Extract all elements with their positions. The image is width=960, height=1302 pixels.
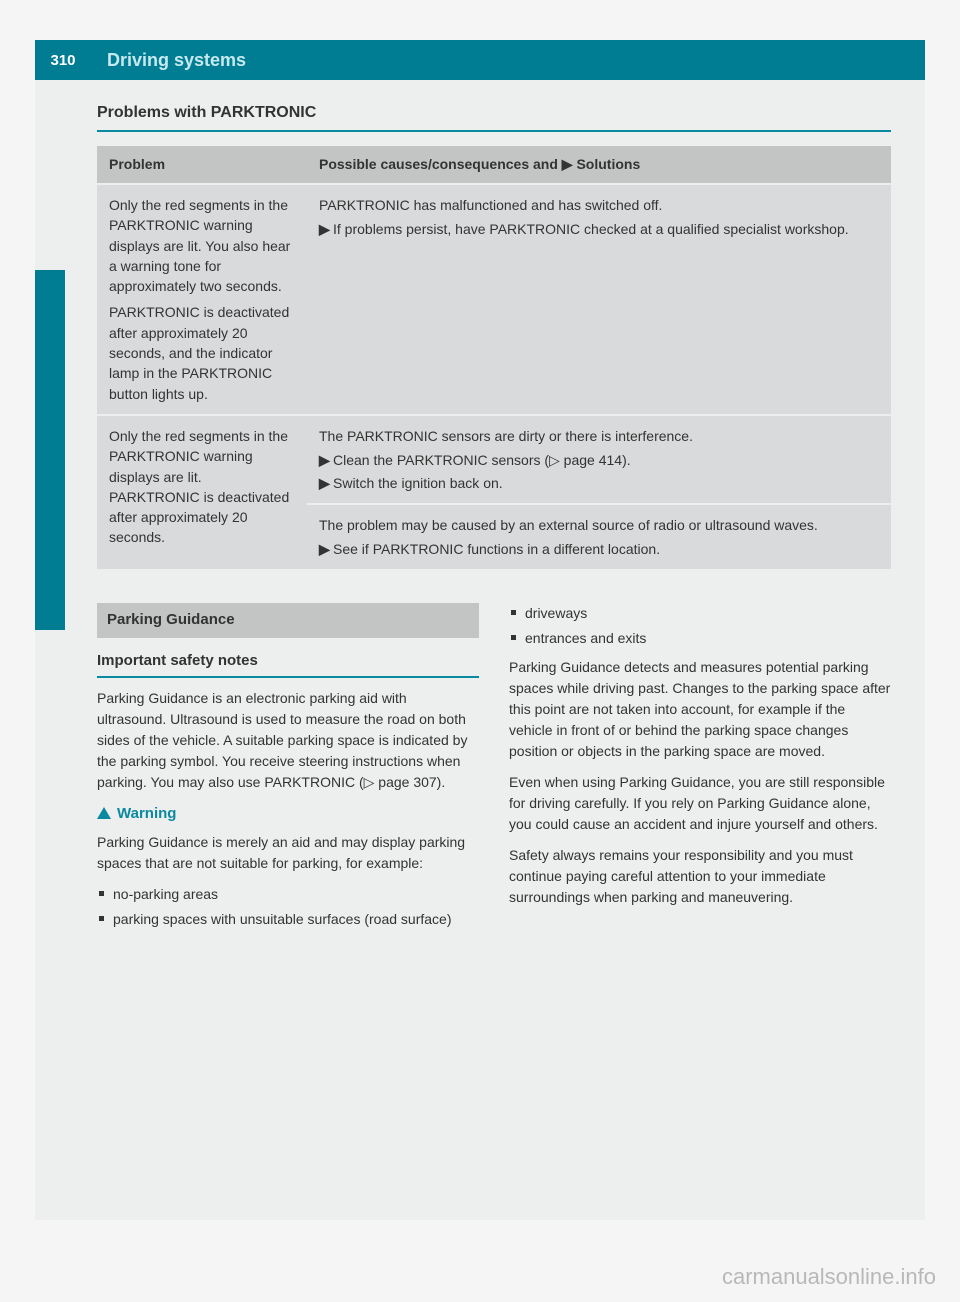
arrow-icon: ▶: [319, 539, 333, 559]
solution-cell: PARKTRONIC has malfunctioned and has swi…: [307, 184, 891, 415]
arrow-icon: ▶: [319, 450, 333, 470]
box-heading: Parking Guidance: [97, 603, 479, 638]
table-header-row: Problem Possible causes/consequences and…: [97, 146, 891, 184]
page-number: 310: [35, 40, 91, 80]
section-title: Problems with PARKTRONIC: [97, 104, 891, 122]
col-header-text-b: Solutions: [573, 156, 641, 172]
manual-page: 310 Driving systems Driving and parking …: [35, 40, 925, 1220]
two-column-layout: Parking Guidance Important safety notes …: [97, 603, 891, 934]
solution-step: ▶If problems persist, have PARKTRONIC ch…: [319, 219, 879, 239]
left-column: Parking Guidance Important safety notes …: [97, 603, 479, 934]
list-item: no-parking areas: [97, 884, 479, 905]
right-column: driveways entrances and exits Parking Gu…: [509, 603, 891, 934]
solution-cell: The PARKTRONIC sensors are dirty or ther…: [307, 415, 891, 569]
solution-text: The PARKTRONIC sensors are dirty or ther…: [319, 426, 879, 446]
solution-text: See if PARKTRONIC functions in a differe…: [333, 541, 660, 557]
watermark-text: carmanualsonline.info: [722, 1264, 936, 1290]
solution-text: If problems persist, have PARKTRONIC che…: [333, 221, 849, 237]
table-row: Only the red segments in the PARKTRONIC …: [97, 184, 891, 415]
warning-label: Warning: [117, 805, 176, 822]
list-item: parking spaces with unsuitable surfaces …: [97, 909, 479, 930]
page-header: 310 Driving systems: [35, 40, 925, 80]
arrow-icon: ▶: [319, 219, 333, 239]
col-header-text-a: Possible causes/consequences and: [319, 156, 562, 172]
sub-rule: [97, 676, 479, 678]
col-header-problem: Problem: [97, 146, 307, 184]
sub-heading: Important safety notes: [97, 650, 479, 673]
chapter-title: Driving systems: [91, 40, 925, 80]
problem-text: Only the red segments in the PARKTRONIC …: [109, 195, 295, 296]
problem-cell: Only the red segments in the PARKTRONIC …: [97, 415, 307, 569]
warning-triangle-icon: [97, 807, 111, 819]
list-item: entrances and exits: [509, 628, 891, 649]
solution-text: The problem may be caused by an external…: [319, 515, 879, 535]
section-rule: [97, 130, 891, 132]
problem-text: PARKTRONIC is deactivated after approxim…: [109, 302, 295, 403]
body-paragraph: Safety always remains your responsibilit…: [509, 845, 891, 908]
solution-text: PARKTRONIC has malfunctioned and has swi…: [319, 195, 879, 215]
list-item: driveways: [509, 603, 891, 624]
body-paragraph: Parking Guidance is an electronic parkin…: [97, 688, 479, 793]
table-row: Only the red segments in the PARKTRONIC …: [97, 415, 891, 569]
body-paragraph: Even when using Parking Guidance, you ar…: [509, 772, 891, 835]
warning-heading: Warning: [97, 803, 479, 826]
solution-step: ▶See if PARKTRONIC functions in a differ…: [319, 539, 879, 559]
body-paragraph: Parking Guidance detects and measures po…: [509, 657, 891, 762]
problem-cell: Only the red segments in the PARKTRONIC …: [97, 184, 307, 415]
solution-step: ▶Clean the PARKTRONIC sensors (▷ page 41…: [319, 450, 879, 470]
col-header-solutions: Possible causes/consequences and ▶ Solut…: [307, 146, 891, 184]
warning-bullet-list: driveways entrances and exits: [509, 603, 891, 649]
solution-text: Clean the PARKTRONIC sensors (▷ page 414…: [333, 452, 631, 468]
solution-block: The problem may be caused by an external…: [307, 503, 891, 570]
page-content: Problems with PARKTRONIC Problem Possibl…: [35, 80, 925, 958]
warning-bullet-list: no-parking areas parking spaces with uns…: [97, 884, 479, 930]
arrow-icon: ▶: [319, 473, 333, 493]
troubleshooting-table: Problem Possible causes/consequences and…: [97, 146, 891, 569]
solution-text: Switch the ignition back on.: [333, 475, 503, 491]
solution-block: The PARKTRONIC sensors are dirty or ther…: [307, 416, 891, 503]
warning-paragraph: Parking Guidance is merely an aid and ma…: [97, 832, 479, 874]
arrow-icon: ▶: [562, 156, 573, 172]
solution-step: ▶Switch the ignition back on.: [319, 473, 879, 493]
side-tab-label: Driving and parking: [38, 270, 68, 630]
